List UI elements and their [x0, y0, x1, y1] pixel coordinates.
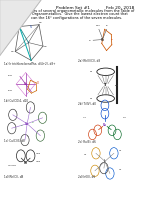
Text: Ph₂P: Ph₂P — [8, 90, 13, 91]
Text: structures of several organometallic molecules from the Table of: structures of several organometallic mol… — [19, 9, 134, 13]
Text: 2d) Ir(III), d6: 2d) Ir(III), d6 — [78, 175, 95, 179]
Text: Me: Me — [84, 154, 87, 155]
Text: H: H — [14, 124, 15, 125]
Text: Me: Me — [44, 46, 47, 47]
Polygon shape — [0, 0, 41, 55]
Text: H: H — [45, 114, 46, 115]
Text: H₂N: H₂N — [82, 117, 86, 118]
Text: Problem Set #1: Problem Set #1 — [56, 6, 90, 10]
Text: Me: Me — [119, 169, 122, 170]
Text: Me: Me — [119, 150, 122, 151]
Text: 1b) Cu(CO)4, d10: 1b) Cu(CO)4, d10 — [4, 99, 28, 103]
Text: OMe: OMe — [36, 153, 41, 154]
Text: Ti: Ti — [104, 83, 107, 87]
Text: Rh: Rh — [24, 161, 28, 165]
Text: 1a) Ir trichloro benzene, d(4+2), d8+: 1a) Ir trichloro benzene, d(4+2), d8+ — [4, 62, 56, 66]
Text: H: H — [33, 103, 34, 104]
Text: 1d) Rh(Cl), d8: 1d) Rh(Cl), d8 — [4, 175, 24, 179]
Text: H: H — [42, 131, 44, 132]
Text: Rh: Rh — [101, 38, 105, 42]
Text: NH₂: NH₂ — [122, 117, 127, 118]
Text: Cp: Cp — [89, 98, 92, 99]
Text: Cu: Cu — [25, 122, 29, 126]
Text: Ph: Ph — [106, 25, 109, 27]
Text: Cu: Cu — [24, 82, 28, 86]
Text: O: O — [37, 81, 39, 85]
Text: Me: Me — [38, 22, 42, 23]
Text: H: H — [27, 136, 28, 137]
Text: Me: Me — [11, 51, 15, 52]
Text: Cl: Cl — [89, 40, 91, 41]
Text: Cp: Cp — [89, 71, 92, 72]
Text: 2b) Ti(IV), d0: 2b) Ti(IV), d0 — [78, 102, 96, 106]
Text: O: O — [111, 39, 113, 40]
Text: Me: Me — [30, 62, 34, 63]
Text: Cl: Cl — [31, 122, 34, 123]
Text: Feb 20, 2018: Feb 20, 2018 — [106, 6, 135, 10]
Text: 2a) Rh(I)(Cl), d8: 2a) Rh(I)(Cl), d8 — [78, 59, 100, 63]
Text: n-BuNH₂: n-BuNH₂ — [8, 165, 17, 166]
Text: Ir: Ir — [104, 159, 106, 163]
Text: N: N — [30, 25, 31, 30]
Text: OMe: OMe — [96, 25, 100, 27]
Text: OMe: OMe — [36, 161, 41, 162]
Text: Me: Me — [16, 24, 19, 26]
Text: Cl: Cl — [20, 125, 23, 126]
Text: Ph₂P: Ph₂P — [8, 75, 13, 76]
Text: H: H — [15, 111, 16, 112]
Text: 1c) Cu(Cl)3, d8: 1c) Cu(Cl)3, d8 — [4, 139, 25, 143]
Text: can the 16° configurations of the seven molecules.: can the 16° configurations of the seven … — [31, 16, 122, 20]
Text: d-8 Organometallics.  Give the lowest electron count that: d-8 Organometallics. Give the lowest ele… — [25, 12, 128, 16]
Text: Ir: Ir — [27, 41, 30, 45]
Text: Ru: Ru — [103, 123, 107, 127]
Text: 2c) Ru(II), d6: 2c) Ru(II), d6 — [78, 140, 96, 144]
